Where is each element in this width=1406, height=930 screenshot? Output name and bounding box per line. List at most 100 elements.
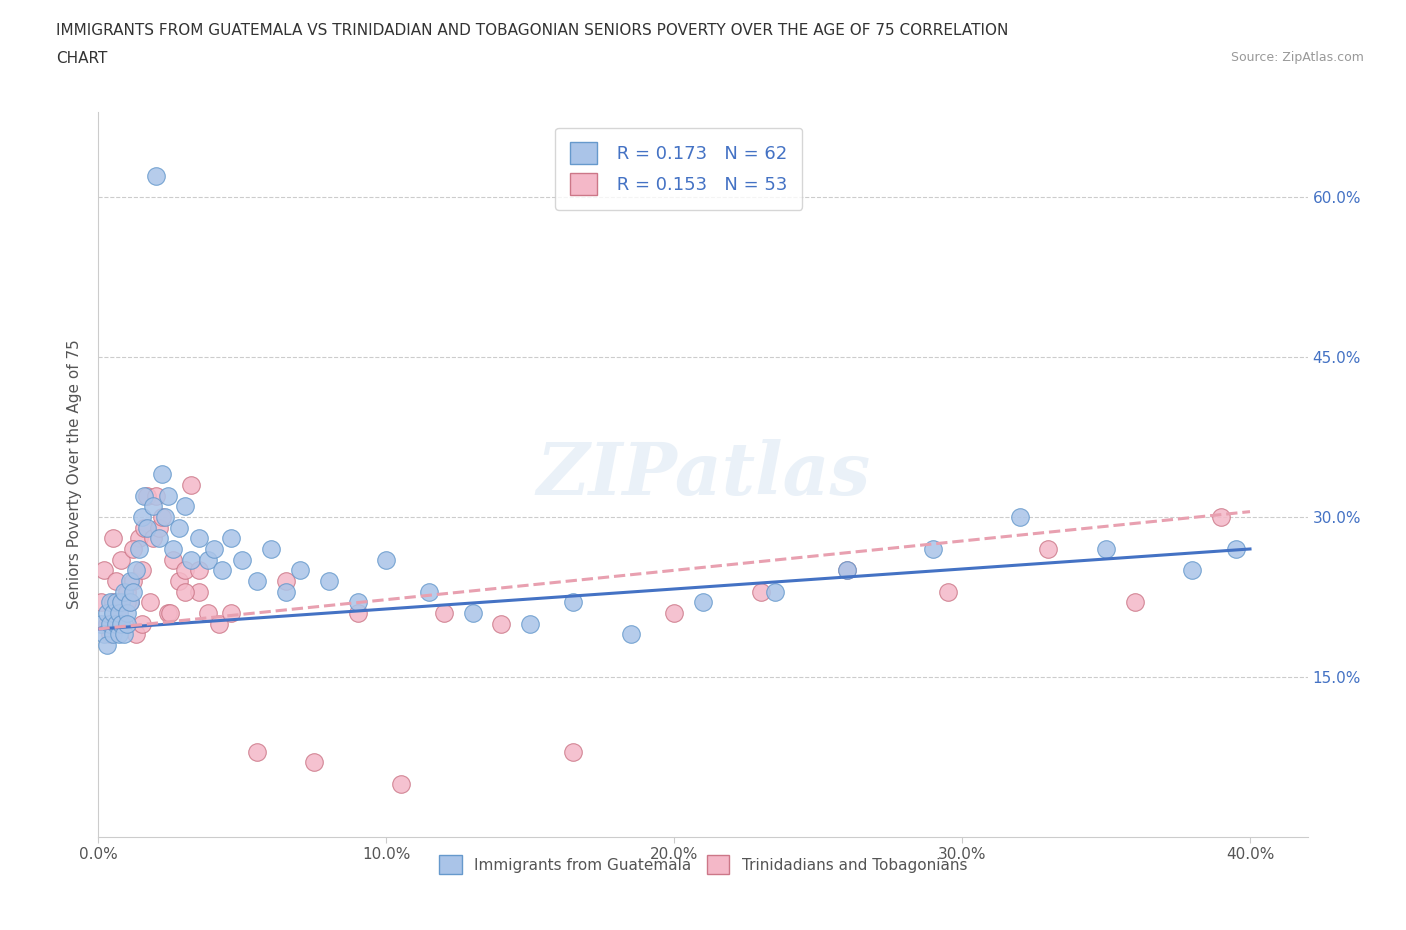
Point bbox=[620, 627, 643, 642]
Point bbox=[110, 617, 132, 631]
Point bbox=[145, 488, 167, 503]
Point bbox=[1008, 510, 1031, 525]
Point bbox=[749, 584, 772, 599]
Point bbox=[167, 520, 190, 535]
Point bbox=[260, 541, 283, 556]
Point bbox=[461, 605, 484, 620]
Point bbox=[110, 552, 132, 567]
Point bbox=[835, 563, 858, 578]
Point bbox=[134, 488, 156, 503]
Point bbox=[96, 638, 118, 653]
Point bbox=[274, 584, 297, 599]
Point bbox=[104, 595, 127, 610]
Point bbox=[150, 467, 173, 482]
Point bbox=[101, 531, 124, 546]
Point bbox=[142, 498, 165, 513]
Point bbox=[318, 574, 340, 589]
Point bbox=[122, 574, 145, 589]
Point bbox=[162, 552, 184, 567]
Point bbox=[188, 584, 211, 599]
Point bbox=[101, 627, 124, 642]
Point bbox=[346, 595, 368, 610]
Point bbox=[219, 605, 242, 620]
Point bbox=[1038, 541, 1060, 556]
Point bbox=[120, 595, 142, 610]
Point bbox=[197, 552, 219, 567]
Point bbox=[162, 541, 184, 556]
Point bbox=[96, 605, 118, 620]
Point bbox=[208, 617, 231, 631]
Text: IMMIGRANTS FROM GUATEMALA VS TRINIDADIAN AND TOBAGONIAN SENIORS POVERTY OVER THE: IMMIGRANTS FROM GUATEMALA VS TRINIDADIAN… bbox=[56, 23, 1008, 38]
Point bbox=[180, 552, 202, 567]
Point bbox=[122, 541, 145, 556]
Point bbox=[1095, 541, 1118, 556]
Point bbox=[922, 541, 945, 556]
Point bbox=[125, 627, 148, 642]
Point bbox=[835, 563, 858, 578]
Point bbox=[1123, 595, 1146, 610]
Point bbox=[120, 574, 142, 589]
Point bbox=[98, 627, 121, 642]
Point bbox=[101, 605, 124, 620]
Point bbox=[173, 563, 195, 578]
Text: CHART: CHART bbox=[56, 51, 108, 66]
Point bbox=[93, 627, 115, 642]
Point bbox=[173, 584, 195, 599]
Point bbox=[136, 488, 159, 503]
Point bbox=[150, 510, 173, 525]
Point bbox=[211, 563, 233, 578]
Point bbox=[519, 617, 541, 631]
Point bbox=[148, 531, 170, 546]
Point bbox=[98, 595, 121, 610]
Point bbox=[131, 510, 153, 525]
Point bbox=[180, 477, 202, 492]
Point bbox=[188, 563, 211, 578]
Point bbox=[145, 168, 167, 183]
Point bbox=[288, 563, 311, 578]
Point bbox=[197, 605, 219, 620]
Point bbox=[115, 595, 138, 610]
Point bbox=[128, 541, 150, 556]
Point bbox=[188, 531, 211, 546]
Point bbox=[115, 584, 138, 599]
Text: ZIPatlas: ZIPatlas bbox=[536, 439, 870, 510]
Point bbox=[562, 595, 585, 610]
Point bbox=[90, 595, 112, 610]
Legend: Immigrants from Guatemala, Trinidadians and Tobagonians: Immigrants from Guatemala, Trinidadians … bbox=[433, 849, 973, 880]
Point bbox=[131, 617, 153, 631]
Point bbox=[159, 605, 181, 620]
Point bbox=[112, 584, 135, 599]
Point bbox=[153, 510, 176, 525]
Point bbox=[136, 520, 159, 535]
Point bbox=[156, 605, 179, 620]
Point bbox=[104, 617, 127, 631]
Point bbox=[134, 520, 156, 535]
Point bbox=[389, 777, 412, 791]
Point bbox=[763, 584, 786, 599]
Point bbox=[120, 595, 142, 610]
Point bbox=[107, 605, 129, 620]
Point bbox=[148, 520, 170, 535]
Point bbox=[219, 531, 242, 546]
Point bbox=[122, 584, 145, 599]
Point bbox=[115, 605, 138, 620]
Point bbox=[173, 498, 195, 513]
Point bbox=[274, 574, 297, 589]
Point bbox=[936, 584, 959, 599]
Point bbox=[104, 574, 127, 589]
Point bbox=[110, 595, 132, 610]
Point bbox=[139, 595, 162, 610]
Point bbox=[418, 584, 440, 599]
Point bbox=[664, 605, 686, 620]
Point bbox=[202, 541, 225, 556]
Point bbox=[304, 755, 326, 770]
Point bbox=[246, 744, 269, 759]
Point bbox=[107, 627, 129, 642]
Point bbox=[101, 595, 124, 610]
Point bbox=[562, 744, 585, 759]
Point bbox=[128, 531, 150, 546]
Point bbox=[156, 488, 179, 503]
Point bbox=[142, 531, 165, 546]
Point bbox=[131, 563, 153, 578]
Point bbox=[167, 574, 190, 589]
